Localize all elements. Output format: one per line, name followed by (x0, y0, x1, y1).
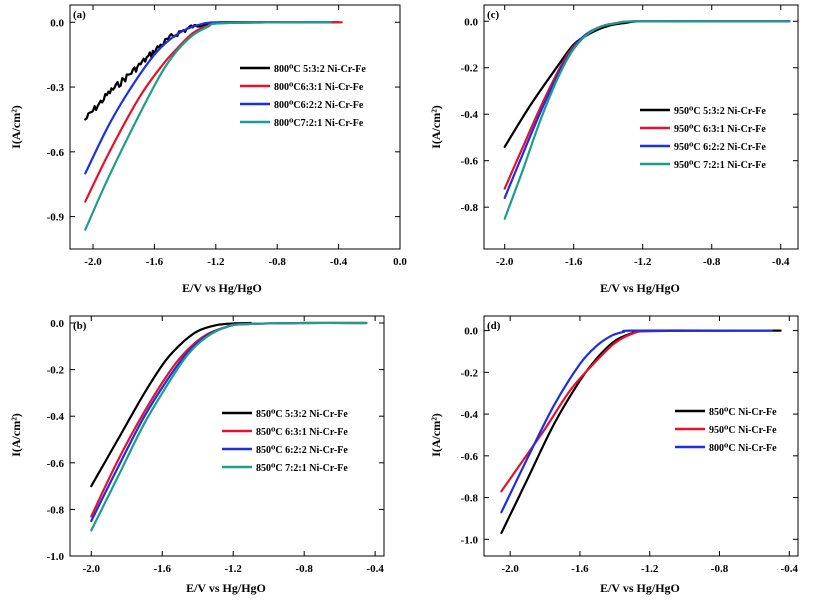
legend-label: 850⁰C 7:2:1 Ni-Cr-Fe (256, 463, 348, 474)
y-tick-label: -0.2 (461, 367, 479, 379)
x-tick-label: -0.8 (268, 256, 286, 268)
y-tick-label: -0.9 (47, 212, 65, 224)
chart-panel: -2.0 -1.6 -1.2 -0.8 -0.4 0.0 -0.2 -0.4 -0.6 -0.8 -… (9, 315, 385, 595)
x-axis-label: E/V vs Hg/HgO (600, 581, 680, 595)
y-axis-label: I(A/cm²) (429, 105, 443, 149)
legend-label: 800⁰C6:3:1 Ni-Cr-Fe (274, 82, 364, 93)
y-tick-label: -0.8 (461, 493, 479, 505)
series-line (503, 20, 791, 220)
y-axis-label: I(A/cm²) (9, 105, 23, 149)
plot-frame (483, 4, 799, 250)
series-line (90, 321, 368, 523)
x-tick-label: -0.8 (295, 563, 313, 575)
x-tick-label: -0.8 (703, 256, 721, 268)
legend-label: 850⁰C 6:2:2 Ni-Cr-Fe (256, 445, 348, 456)
x-tick-label: -0.8 (711, 563, 729, 575)
y-tick-label: -0.4 (461, 409, 479, 421)
plot-frame (483, 315, 799, 557)
y-axis-label: I(A/cm²) (9, 413, 23, 457)
y-tick-label: 0.0 (50, 17, 64, 29)
x-tick-label: -2.0 (496, 256, 514, 268)
x-tick-label: -0.4 (330, 256, 348, 268)
legend-label: 950⁰C 6:3:1 Ni-Cr-Fe (674, 124, 766, 135)
x-tick-label: -1.6 (154, 563, 172, 575)
legend-label: 850⁰C Ni-Cr-Fe (709, 407, 777, 418)
legend-label: 800⁰C Ni-Cr-Fe (709, 443, 777, 454)
y-tick-label: -0.3 (47, 82, 65, 94)
y-tick-label: -0.8 (461, 202, 479, 214)
series-line (90, 321, 368, 532)
legend-label: 950⁰C 5:3:2 Ni-Cr-Fe (674, 106, 766, 117)
legend-label: 950⁰C 6:2:2 Ni-Cr-Fe (674, 142, 766, 153)
x-tick-label: -1.2 (224, 563, 242, 575)
plot-frame (69, 315, 385, 557)
legend-label: 850⁰C 5:3:2 Ni-Cr-Fe (256, 409, 348, 420)
y-tick-label: -0.2 (47, 365, 65, 377)
x-tick-label: -1.6 (146, 256, 164, 268)
legend-label: 800⁰C 5:3:2 Ni-Cr-Fe (274, 64, 366, 75)
x-tick-label: -1.2 (207, 256, 225, 268)
x-tick-label: -2.0 (501, 563, 519, 575)
x-axis-label: E/V vs Hg/HgO (600, 281, 680, 295)
x-tick-label: -0.4 (366, 563, 384, 575)
y-tick-label: -0.8 (47, 504, 65, 516)
series-line (90, 321, 252, 488)
y-tick-label: 0.0 (464, 16, 478, 28)
x-tick-label: -1.2 (634, 256, 652, 268)
x-tick-label: -0.4 (781, 563, 799, 575)
y-tick-label: -1.0 (461, 534, 479, 546)
y-tick-label: -0.6 (47, 458, 65, 470)
legend-label: 950⁰C Ni-Cr-Fe (709, 425, 777, 436)
legend-label: 800⁰C7:2:1 Ni-Cr-Fe (274, 118, 364, 129)
legend: 850⁰C 5:3:2 Ni-Cr-Fe 850⁰C 6:3:1 Ni-Cr-Fe… (222, 409, 348, 474)
x-tick-label: -0.4 (772, 256, 790, 268)
chart-panel: -2.0 -1.6 -1.2 -0.8 -0.4 0.0 -0.2 -0.4 -0.6 -0.8 -… (429, 315, 799, 595)
legend-label: 800⁰C6:2:2 Ni-Cr-Fe (274, 100, 364, 111)
x-tick-label: -1.6 (571, 563, 589, 575)
chart-panel: -2.0 -1.6 -1.2 -0.8 -0.4 0.0 0.0 -0.3 -0.6 -0.9 E/… (9, 4, 407, 295)
legend: 800⁰C 5:3:2 Ni-Cr-Fe 800⁰C6:3:1 Ni-Cr-Fe 8… (240, 64, 366, 129)
panel-label: (a) (73, 9, 86, 21)
panel-label: (d) (487, 320, 501, 332)
plot-frame (69, 4, 401, 250)
y-tick-label: 0.0 (464, 326, 478, 338)
y-tick-label: -0.6 (47, 147, 65, 159)
legend-label: 950⁰C 7:2:1 Ni-Cr-Fe (674, 160, 766, 171)
x-tick-label: -1.2 (641, 563, 659, 575)
legend: 850⁰C Ni-Cr-Fe 950⁰C Ni-Cr-Fe 800⁰C Ni-Cr-… (675, 407, 777, 454)
legend: 950⁰C 5:3:2 Ni-Cr-Fe 950⁰C 6:3:1 Ni-Cr-Fe… (640, 106, 766, 171)
series-line (84, 21, 332, 231)
y-axis-label: I(A/cm²) (429, 413, 443, 457)
x-axis-label: E/V vs Hg/HgO (186, 581, 266, 595)
y-tick-label: -0.6 (461, 451, 479, 463)
panel-label: (c) (487, 9, 500, 21)
y-tick-label: -0.6 (461, 156, 479, 168)
y-tick-label: -0.4 (47, 411, 65, 423)
panel-label: (b) (73, 320, 87, 332)
x-tick-label: 0.0 (393, 256, 407, 268)
x-tick-label: -2.0 (83, 563, 101, 575)
x-tick-label: -2.0 (84, 256, 102, 268)
chart-panel: -2.0 -1.6 -1.2 -0.8 -0.4 0.0 -0.2 -0.4 -0.6 -0.8 E… (429, 4, 799, 295)
y-tick-label: -0.4 (461, 109, 479, 121)
series-line (500, 329, 773, 514)
x-axis-label: E/V vs Hg/HgO (182, 281, 262, 295)
y-tick-label: -1.0 (47, 551, 65, 563)
series-line (84, 21, 343, 203)
y-tick-label: 0.0 (50, 318, 64, 330)
x-tick-label: -1.6 (565, 256, 583, 268)
y-tick-label: -0.2 (461, 63, 479, 75)
legend-label: 850⁰C 6:3:1 Ni-Cr-Fe (256, 427, 348, 438)
